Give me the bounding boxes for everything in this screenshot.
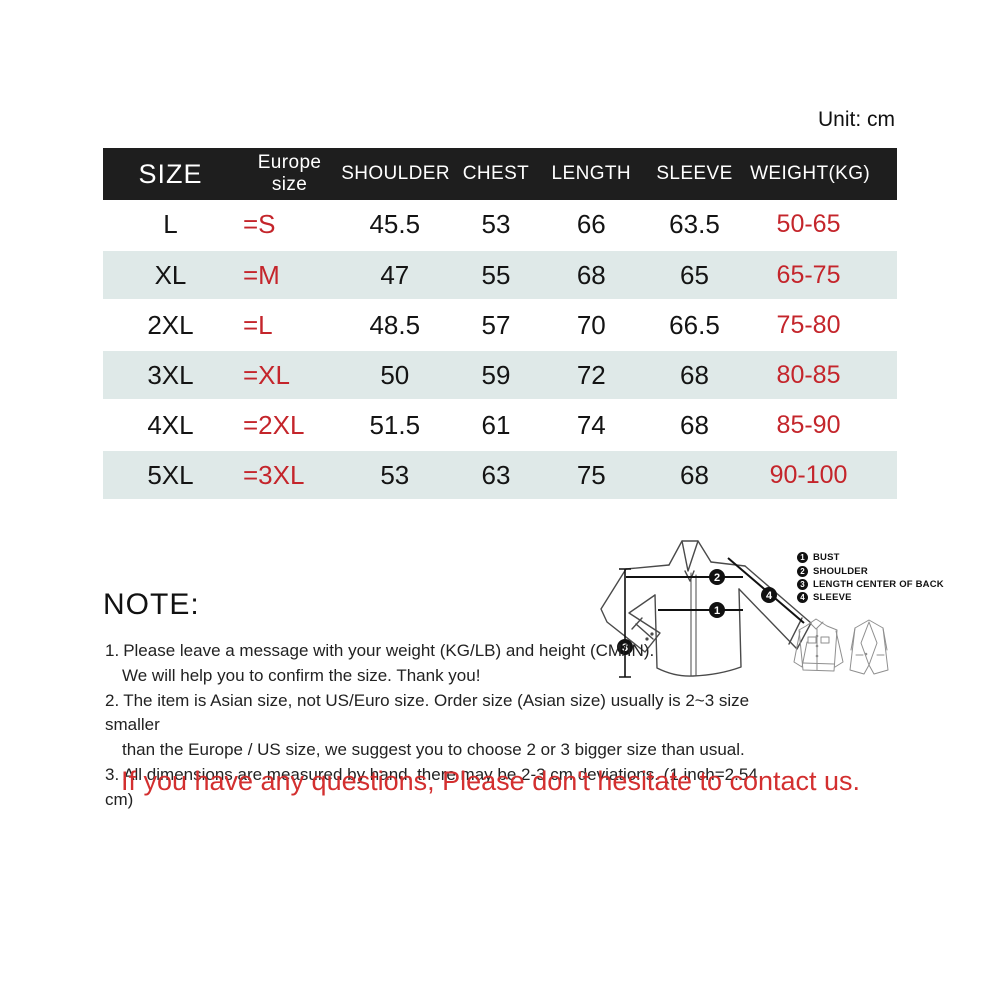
cell-shoulder: 48.5 (369, 309, 421, 340)
cell-chest: 53 (481, 209, 511, 239)
legend-item-shoulder: 2 SHOULDER (797, 564, 944, 577)
table-row: 5XL =3XL 53 63 75 68 90-100 (103, 449, 897, 501)
shirt-measurement-diagram: 1 2 3 4 (600, 540, 812, 678)
circled-number-icon: 1 (797, 552, 808, 564)
size-table: SIZE Europe size SHOULDER CHEST LENGTH S… (103, 148, 897, 501)
contact-message: If you have any questions, Please don't … (120, 766, 861, 796)
col-header-weight: WEIGHT(KG) (750, 163, 871, 184)
note-text: We will help you to confirm the size. Th… (122, 665, 481, 685)
table-row: XL =M 47 55 68 65 65-75 (103, 249, 897, 301)
table-row: 2XL =L 48.5 57 70 66.5 75-80 (103, 300, 897, 350)
cell-sleeve: 68 (680, 409, 709, 440)
col-header-length: LENGTH (551, 163, 631, 184)
circled-number-icon: 3 (797, 578, 808, 590)
note-number: 1. (105, 641, 120, 660)
cell-sleeve: 66.5 (669, 309, 720, 340)
cell-shoulder: 53 (341, 449, 449, 501)
col-header-chest: CHEST (462, 163, 530, 184)
col-header-sleeve: SLEEVE (656, 163, 733, 184)
shirt-left-sleeve (600, 568, 661, 653)
cell-chest: 61 (481, 409, 511, 440)
blazer-sketch (849, 619, 889, 675)
svg-text:1: 1 (714, 605, 720, 617)
cell-weight: 80-85 (750, 349, 897, 401)
cell-sleeve: 68 (638, 449, 751, 501)
length-measure-line (619, 568, 631, 678)
cell-length: 68 (543, 249, 639, 301)
cell-weight: 90-100 (750, 449, 897, 501)
cell-shoulder: 51.5 (369, 409, 421, 440)
cell-chest: 57 (481, 309, 511, 340)
denim-jacket-sketch (793, 618, 844, 672)
circled-number-icon: 4 (797, 592, 808, 604)
note-item: 3. All dimensions are measured by hand, t… (105, 763, 765, 813)
marker-sleeve: 4 (761, 587, 777, 603)
table-row: 4XL =2XL 51.5 61 74 68 85-90 (103, 400, 897, 450)
legend-item-bust: 1 BUST (797, 551, 944, 564)
notes-list: 1. Please leave a message with your weigh… (105, 639, 765, 813)
cell-length: 74 (576, 409, 606, 440)
col-header-europe: Europe size (257, 152, 322, 195)
note-text: The item is Asian size, not US/Euro size… (105, 690, 750, 735)
table-row: 3XL =XL 50 59 72 68 80-85 (103, 349, 897, 401)
svg-text:2: 2 (714, 572, 720, 584)
cell-shoulder: 50 (341, 349, 449, 401)
cell-size: 5XL (103, 449, 238, 501)
shirt-body (654, 588, 742, 677)
cell-length: 66 (576, 209, 606, 239)
cell-size: XL (103, 249, 238, 301)
legend-item-length: 3 LENGTH CENTER OF BACK (797, 578, 944, 591)
note-text: than the Europe / US size, we suggest yo… (122, 740, 745, 760)
cell-length: 70 (576, 309, 606, 340)
note-text: All dimensions are measured by hand, the… (105, 764, 758, 809)
cell-sleeve: 63.5 (669, 209, 720, 239)
cell-length: 75 (543, 449, 639, 501)
unit-label: Unit: cm (817, 108, 895, 131)
circled-number-icon: 2 (797, 565, 808, 577)
note-number: 2. (105, 690, 120, 710)
shirt-right-sleeve (738, 565, 812, 650)
cell-europe: =XL (237, 349, 342, 401)
cell-weight: 75-80 (776, 310, 841, 339)
cell-size: 2XL (147, 309, 194, 340)
note-number: 3. (105, 764, 120, 784)
cell-weight: 65-75 (750, 249, 897, 301)
note-text: Please leave a message with your weight … (123, 641, 655, 660)
svg-text:3: 3 (622, 642, 628, 654)
cell-weight: 50-65 (776, 210, 841, 238)
table-row: L =S 45.5 53 66 63.5 50-65 (103, 200, 897, 250)
cell-europe: =3XL (237, 449, 342, 501)
cell-size: 3XL (103, 349, 238, 401)
note-item: 1. Please leave a message with your weigh… (105, 639, 765, 689)
marker-length: 3 (617, 639, 633, 655)
svg-text:4: 4 (766, 590, 773, 602)
jacket-sketches (793, 618, 889, 675)
col-header-size: SIZE (138, 158, 203, 189)
cell-chest: 63 (448, 449, 544, 501)
marker-chest: 1 (709, 602, 725, 618)
cell-sleeve: 65 (638, 249, 751, 301)
cell-length: 72 (543, 349, 639, 401)
cell-weight: 85-90 (776, 410, 841, 439)
cell-shoulder: 47 (341, 249, 449, 301)
marker-shoulder: 2 (709, 569, 725, 585)
cell-chest: 55 (448, 249, 544, 301)
cell-europe: =2XL (242, 409, 305, 440)
table-header-row: SIZE Europe size SHOULDER CHEST LENGTH S… (103, 148, 897, 200)
cell-shoulder: 45.5 (369, 209, 421, 239)
note-item: 2. The item is Asian size, not US/Euro si… (105, 689, 765, 763)
cell-size: 4XL (147, 409, 194, 440)
measurement-legend: 1 BUST 2 SHOULDER 3 LENGTH CENTER OF BAC… (797, 551, 944, 605)
cell-europe: =S (242, 209, 276, 239)
col-header-shoulder: SHOULDER (341, 163, 450, 184)
shirt-collar (668, 540, 712, 566)
note-heading: NOTE: (103, 588, 200, 621)
cell-sleeve: 68 (638, 349, 751, 401)
cell-chest: 59 (448, 349, 544, 401)
cell-europe: =L (242, 309, 273, 340)
cell-size: L (163, 209, 178, 239)
cell-europe: =M (237, 249, 342, 301)
legend-item-sleeve: 4 SLEEVE (797, 591, 944, 604)
